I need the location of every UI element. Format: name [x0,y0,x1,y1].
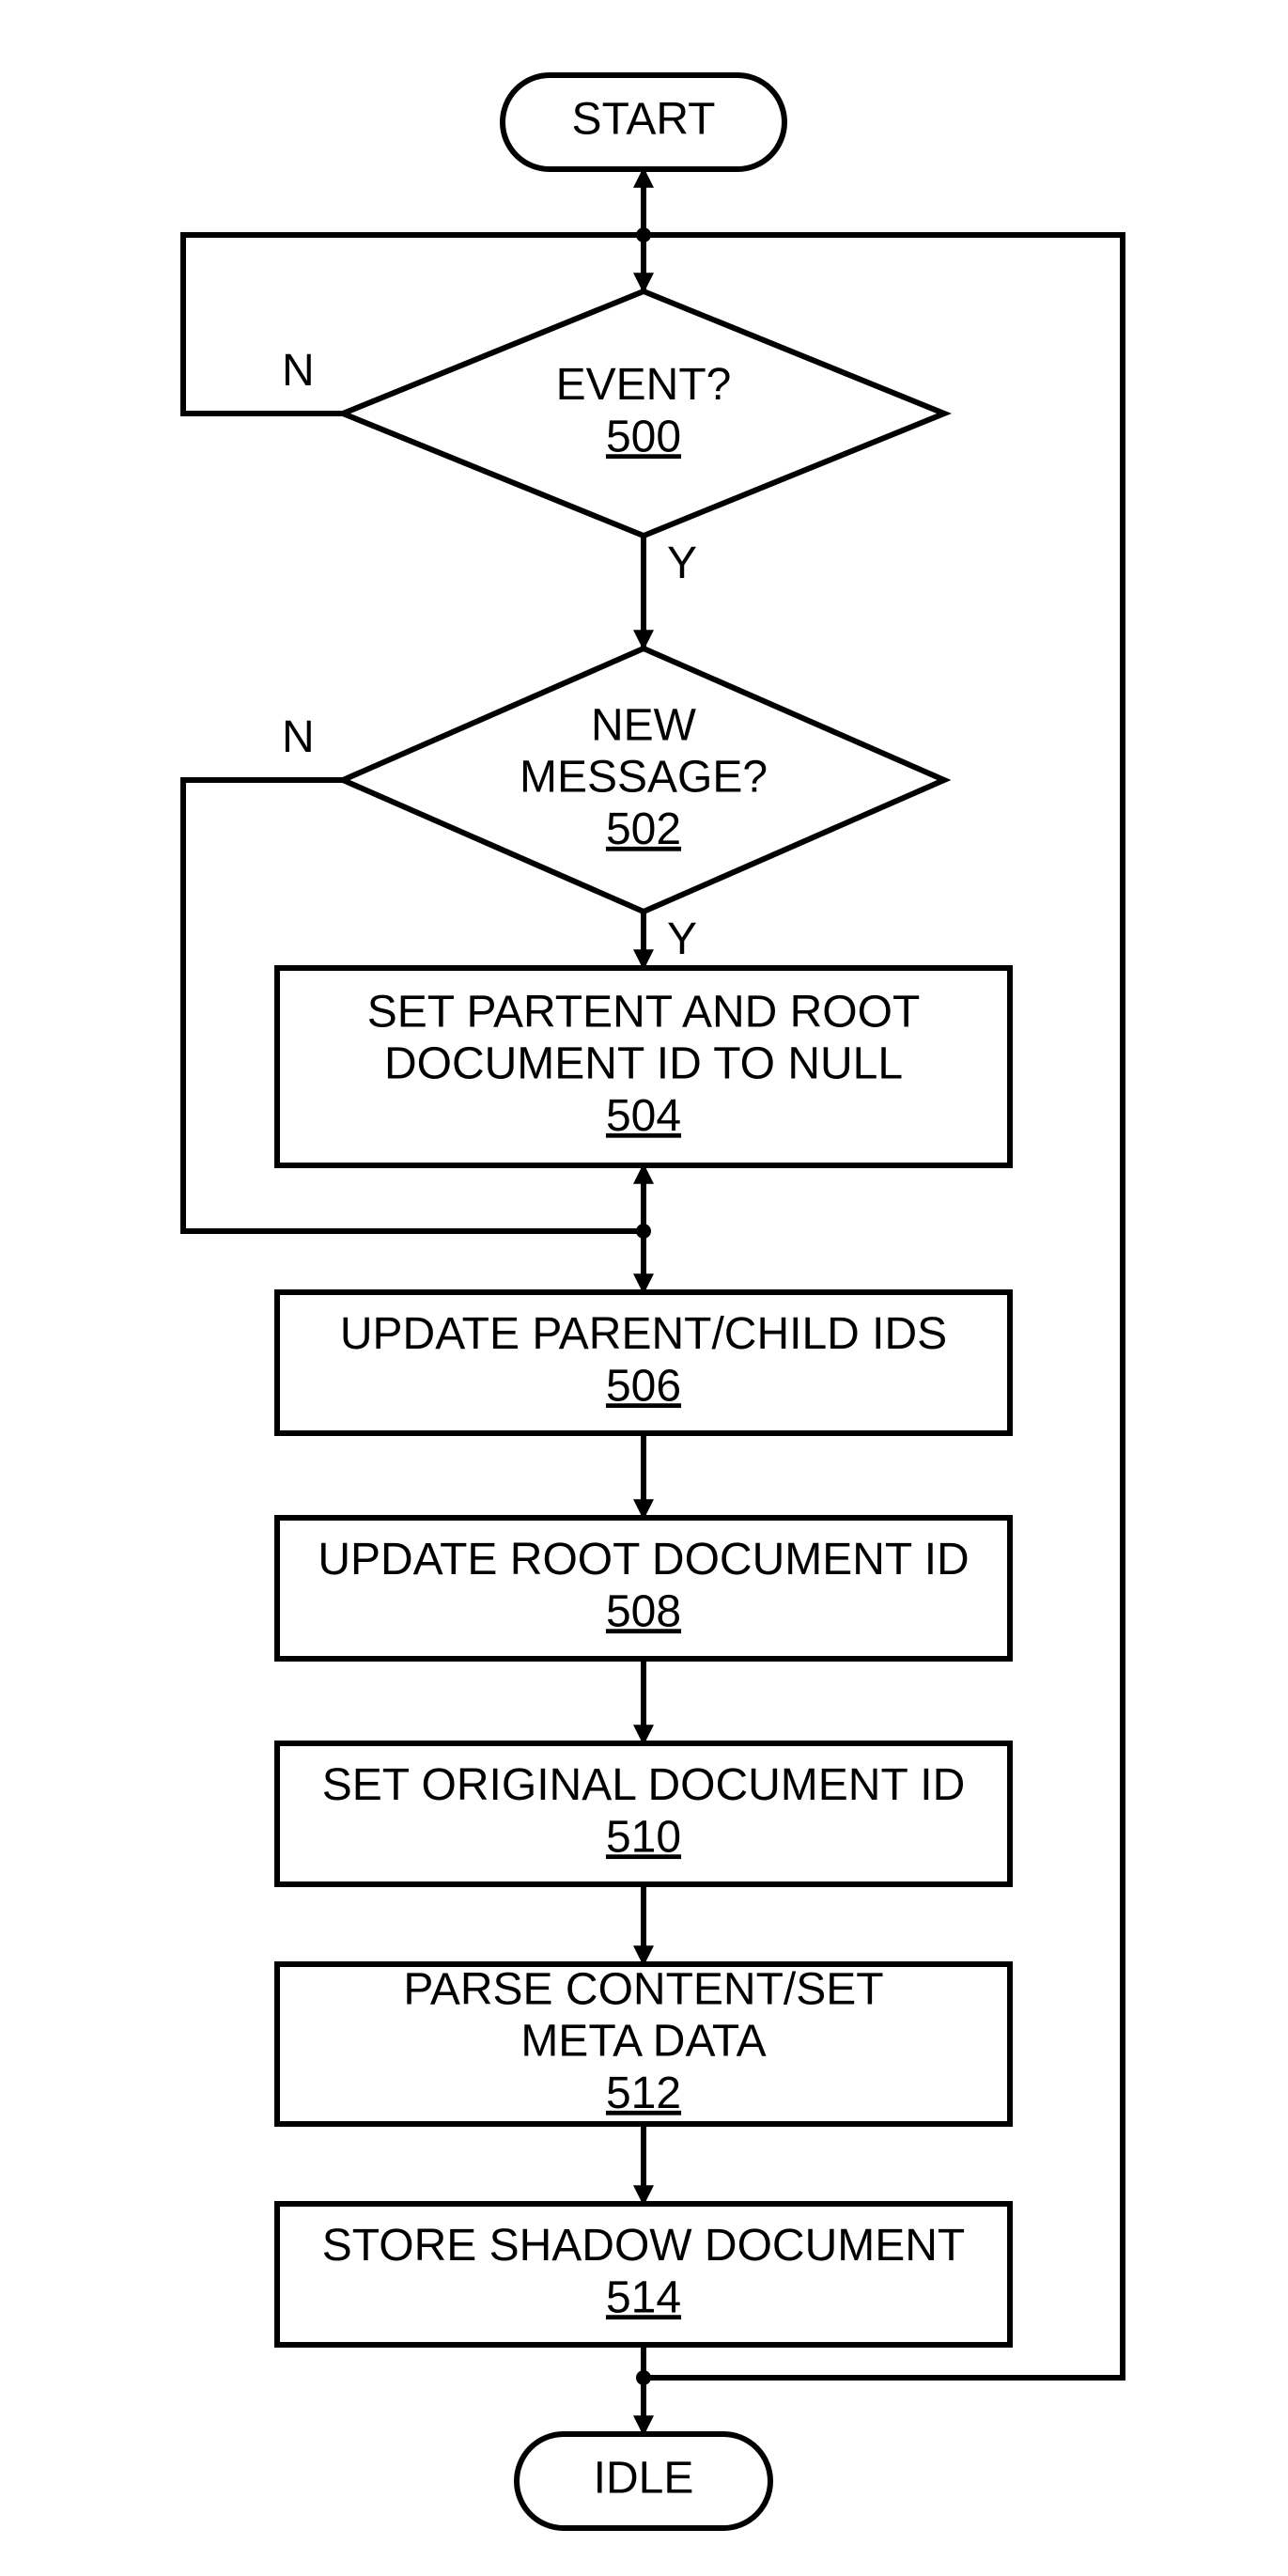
node-ref-p512: 512 [606,2069,681,2118]
edge-label-e-d502-no: N [282,712,315,762]
node-text-idle-0: IDLE [594,2454,694,2504]
node-text-p512-0: PARSE CONTENT/SET [403,1964,883,2014]
node-text-start-0: START [572,95,716,145]
node-text-p510-0: SET ORIGINAL DOCUMENT ID [322,1760,966,1810]
node-d500: EVENT?500 [343,291,944,536]
node-d502: NEWMESSAGE?502 [343,648,944,912]
node-text-p504-0: SET PARTENT AND ROOT [367,987,921,1037]
edge-label-e-d502-p504: Y [667,914,697,964]
edge-label-e-d500-d502: Y [667,539,697,588]
node-text-d502-0: NEW [591,700,697,750]
node-ref-p506: 506 [606,1361,681,1411]
node-text-p514-0: STORE SHADOW DOCUMENT [322,2221,965,2271]
edge-label-e-d500-no: N [282,346,315,396]
node-text-p512-1: META DATA [520,2017,766,2067]
node-ref-p508: 508 [606,1586,681,1636]
node-ref-d502: 502 [606,804,681,854]
node-p512: PARSE CONTENT/SETMETA DATA512 [277,1964,1010,2124]
node-text-d500-0: EVENT? [556,360,732,410]
merge-dot-0 [636,227,651,242]
node-text-d502-1: MESSAGE? [520,753,768,803]
node-p510: SET ORIGINAL DOCUMENT ID510 [277,1743,1010,1884]
flowchart-svg: Y Y N N START EVENT?500 NEWMESSAGE?502 SET PART… [0,0,1288,2576]
node-text-p508-0: UPDATE ROOT DOCUMENT ID [318,1535,969,1585]
node-ref-d500: 500 [606,412,681,461]
node-start: START [503,75,784,169]
node-text-p506-0: UPDATE PARENT/CHILD IDS [340,1309,947,1359]
merge-dot-1 [636,1224,651,1239]
node-p514: STORE SHADOW DOCUMENT514 [277,2204,1010,2345]
node-p508: UPDATE ROOT DOCUMENT ID508 [277,1518,1010,1659]
node-ref-p504: 504 [606,1091,681,1141]
node-p504: SET PARTENT AND ROOTDOCUMENT ID TO NULL5… [277,968,1010,1165]
node-ref-p510: 510 [606,1812,681,1862]
merge-dot-2 [636,2370,651,2385]
node-idle: IDLE [517,2434,770,2528]
node-ref-p514: 514 [606,2272,681,2322]
node-text-p504-1: DOCUMENT ID TO NULL [384,1039,903,1089]
node-p506: UPDATE PARENT/CHILD IDS506 [277,1292,1010,1433]
